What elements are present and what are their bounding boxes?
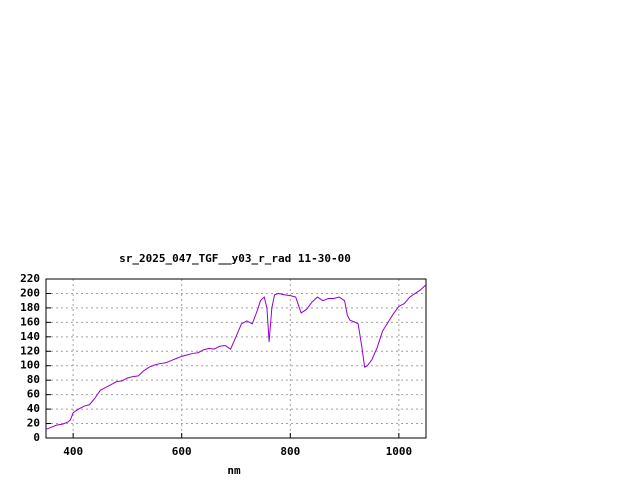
y-tick-label: 40: [27, 402, 40, 415]
y-tick-label: 160: [20, 315, 40, 328]
y-tick-label: 140: [20, 330, 40, 343]
x-tick-label: 400: [63, 445, 83, 458]
chart-title: sr_2025_047_TGF__y03_r_rad 11-30-00: [119, 252, 351, 265]
x-axis-label: nm: [227, 464, 241, 477]
y-tick-label: 20: [27, 417, 40, 430]
y-tick-label: 200: [20, 286, 40, 299]
x-tick-label: 600: [172, 445, 192, 458]
data-line: [45, 284, 427, 430]
y-tick-label: 100: [20, 359, 40, 372]
y-tick-label: 80: [27, 373, 40, 386]
y-tick-label: 120: [20, 344, 40, 357]
x-tick-label: 800: [280, 445, 300, 458]
plot-border: [45, 278, 427, 439]
y-tick-label: 180: [20, 301, 40, 314]
x-tick-label: 1000: [386, 445, 413, 458]
y-tick-label: 0: [33, 431, 40, 444]
y-tick-label: 220: [20, 272, 40, 285]
y-tick-label: 60: [27, 388, 40, 401]
